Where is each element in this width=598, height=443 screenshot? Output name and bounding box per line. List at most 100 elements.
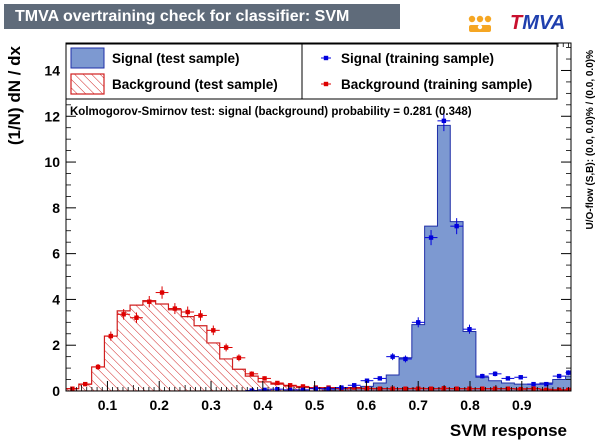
background-training-point: [104, 331, 118, 341]
background-training-point: [501, 386, 515, 391]
signal-training-marker: [326, 386, 331, 391]
overflow-text: U/O-flow (S,B): (0.0, 0.0)% / (0.0, 0.0)…: [585, 50, 596, 230]
background-training-point: [130, 312, 143, 324]
signal-training-marker: [531, 381, 536, 387]
background-training-marker: [262, 376, 267, 381]
background-training-point: [117, 309, 131, 320]
background-training-marker: [480, 386, 485, 391]
signal-training-point: [411, 317, 425, 328]
signal-training-marker: [403, 356, 408, 362]
signal-training-point: [373, 376, 387, 381]
background-training-point: [194, 310, 207, 321]
background-training-marker: [70, 386, 75, 391]
signal-training-marker: [505, 376, 511, 381]
background-training-marker: [147, 299, 152, 304]
y-tick-label: 10: [44, 154, 60, 170]
y-tick-label: 4: [52, 291, 60, 307]
signal-training-marker: [566, 370, 571, 375]
background-training-point: [91, 363, 105, 370]
signal-training-marker: [364, 378, 370, 383]
x-tick-label: 0.5: [305, 397, 325, 413]
signal-training-marker: [480, 373, 485, 379]
background-training-marker: [544, 387, 549, 391]
signal-training-marker: [428, 235, 434, 240]
signal-training-marker: [390, 354, 395, 359]
legend-label: Background (training sample): [341, 77, 532, 92]
legend-label: Signal (training sample): [341, 51, 494, 66]
signal-training-point: [283, 387, 297, 391]
legend-swatch-background-test: [70, 73, 105, 95]
background-training-marker: [428, 386, 434, 391]
background-training-point: [245, 371, 259, 377]
signal-training-marker: [339, 385, 344, 390]
background-training-point: [155, 286, 169, 299]
signal-training-point: [463, 324, 476, 334]
background-training-marker: [185, 309, 190, 315]
x-tick-label: 0.3: [201, 397, 221, 413]
signal-training-marker: [518, 375, 523, 380]
background-training-point: [270, 380, 284, 386]
signal-training-point: [539, 381, 553, 387]
signal-training-marker: [352, 383, 357, 388]
background-training-marker: [454, 386, 459, 391]
background-training-point: [168, 303, 182, 315]
x-tick-label: 0.9: [512, 397, 532, 413]
legend-label: Background (test sample): [112, 77, 278, 92]
background-training-marker: [223, 345, 229, 350]
background-training-marker: [275, 380, 280, 386]
signal-training-marker: [492, 371, 498, 377]
signal-training-point: [399, 355, 412, 363]
background-training-marker: [531, 386, 536, 391]
x-tick-label: 0.4: [253, 397, 273, 413]
signal-training-point: [527, 381, 540, 387]
signal-training-marker: [275, 386, 280, 391]
background-training-marker: [159, 290, 165, 295]
y-tick-label: 0: [52, 383, 60, 399]
background-training-marker: [492, 386, 498, 391]
chart-title: TMVA overtraining check for classifier: …: [4, 4, 400, 29]
tmva-logo-text: TMVA: [510, 12, 566, 34]
signal-training-point: [347, 383, 361, 388]
background-training-marker: [352, 385, 357, 390]
background-training-marker: [249, 371, 254, 377]
x-tick-label: 0.2: [149, 397, 169, 413]
background-training-point: [399, 386, 412, 391]
background-training-marker: [300, 384, 306, 389]
signal-training-marker: [556, 373, 562, 379]
signal-training-point: [386, 353, 400, 361]
signal-training-marker: [249, 388, 254, 391]
background-training-point: [283, 383, 297, 388]
background-training-marker: [211, 328, 216, 333]
background-training-marker: [377, 386, 383, 391]
background-training-point: [181, 306, 195, 318]
signal-training-marker: [300, 387, 306, 391]
background-training-point: [539, 387, 553, 391]
background-training-marker: [95, 364, 101, 370]
background-training-marker: [108, 333, 114, 339]
signal-training-marker: [377, 376, 383, 381]
signal-training-point: [258, 387, 271, 391]
x-tick-label: 0.1: [98, 397, 118, 413]
signal-training-point: [437, 110, 451, 132]
signal-training-point: [424, 230, 438, 246]
background-training-marker: [172, 306, 178, 311]
y-tick-label: 2: [52, 337, 60, 353]
background-training-marker: [467, 386, 472, 391]
signal-training-point: [450, 218, 464, 235]
background-training-marker: [121, 312, 126, 317]
plot-frame: [65, 42, 572, 392]
signal-training-point: [488, 371, 502, 377]
signal-training-marker: [454, 223, 459, 229]
background-training-point: [206, 325, 220, 336]
legend-label: Signal (test sample): [112, 51, 240, 66]
y-axis-title: (1/N) dN / dx: [5, 45, 24, 145]
signal-training-marker: [416, 320, 421, 325]
signal-training-point: [552, 373, 566, 379]
signal-training-marker: [467, 326, 472, 332]
background-training-marker: [198, 313, 203, 318]
y-tick-label: 8: [52, 200, 60, 216]
legend-box-right: [301, 43, 558, 100]
background-training-marker: [236, 355, 242, 361]
signal-training-marker: [313, 386, 318, 391]
